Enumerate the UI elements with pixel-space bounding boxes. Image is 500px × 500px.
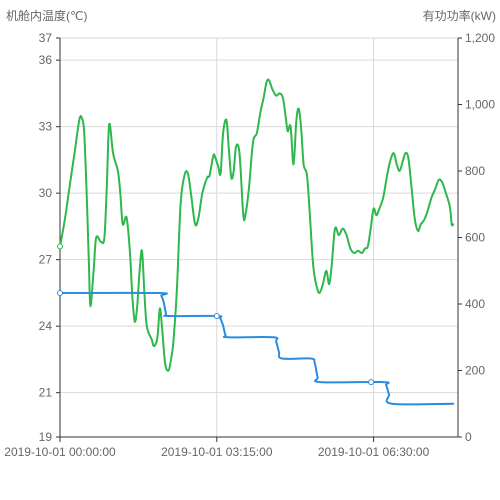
temperature-data-point[interactable] [57, 243, 63, 250]
right-axis-ticks: 1,200 1,000 800 600 400 200 0 [458, 31, 495, 444]
power-data-point[interactable] [57, 290, 63, 297]
left-tick-label: 21 [39, 386, 53, 400]
left-axis-ticks: 37 36 33 30 27 24 21 19 [39, 31, 60, 444]
right-tick-label: 600 [465, 231, 485, 245]
grid-lines [60, 37, 458, 437]
left-tick-label: 37 [39, 31, 53, 45]
x-tick-label: 2019-10-01 00:00:00 [4, 445, 116, 459]
power-line [59, 291, 455, 406]
x-tick-label: 2019-10-01 03:15:00 [161, 445, 273, 459]
right-tick-label: 1,200 [465, 31, 495, 45]
right-tick-label: 800 [465, 164, 485, 178]
x-tick-label: 2019-10-01 06:30:00 [318, 445, 430, 459]
temperature-line [59, 78, 455, 372]
left-tick-label: 19 [39, 430, 53, 444]
left-tick-label: 24 [39, 319, 53, 333]
right-tick-label: 400 [465, 297, 485, 311]
power-data-point[interactable] [368, 379, 375, 386]
right-tick-label: 200 [465, 364, 485, 378]
right-axis-title: 有功功率(kW) [423, 8, 496, 23]
left-tick-label: 33 [39, 120, 53, 134]
right-tick-label: 0 [465, 430, 472, 444]
series-layer [57, 78, 455, 406]
left-axis-title: 机舱内温度(℃) [6, 8, 87, 23]
left-tick-label: 36 [39, 53, 53, 67]
left-tick-label: 30 [39, 186, 53, 200]
power-data-point[interactable] [213, 312, 220, 319]
axes [59, 38, 459, 438]
right-tick-label: 1,000 [465, 98, 495, 112]
left-tick-label: 27 [39, 253, 53, 267]
x-axis-ticks: 2019-10-01 00:00:00 2019-10-01 03:15:00 20… [4, 437, 430, 459]
